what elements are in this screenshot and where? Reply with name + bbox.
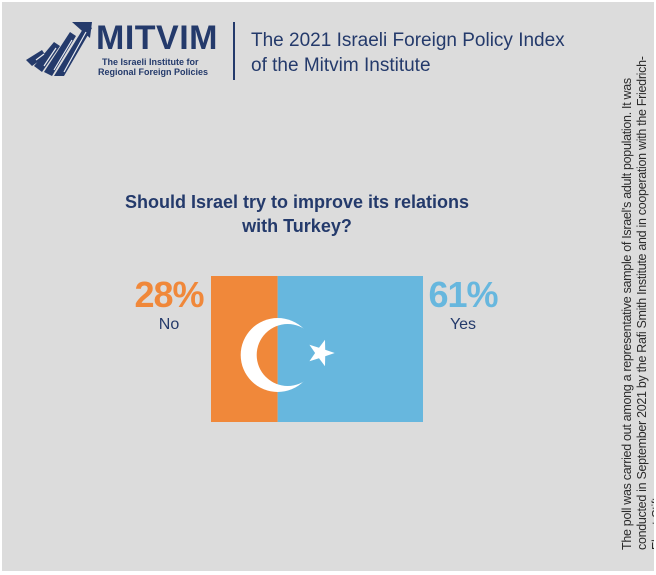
chart-title: Should Israel try to improve its relatio… bbox=[124, 192, 470, 236]
header: MITVIM The Israeli Institute for Regiona… bbox=[2, 2, 602, 92]
logo-wordmark: MITVIM bbox=[96, 19, 218, 57]
crescent-icon bbox=[240, 318, 315, 392]
stacked-arrows-logo-icon bbox=[26, 22, 92, 76]
report-title: The 2021 Israeli Foreign Policy Index of… bbox=[251, 30, 565, 76]
logo-tagline-line-1: The Israeli Institute for bbox=[102, 57, 199, 67]
star-icon bbox=[309, 339, 335, 367]
logo-tagline-line-2: Regional Foreign Policies bbox=[98, 67, 209, 77]
category-label-yes: Yes bbox=[450, 316, 476, 333]
header-divider bbox=[233, 22, 235, 80]
data-label-yes: 61% bbox=[428, 274, 498, 315]
category-label-no: No bbox=[159, 316, 180, 333]
footnote: The poll was carried out among a represe… bbox=[620, 56, 654, 550]
data-label-no: 28% bbox=[134, 274, 204, 315]
